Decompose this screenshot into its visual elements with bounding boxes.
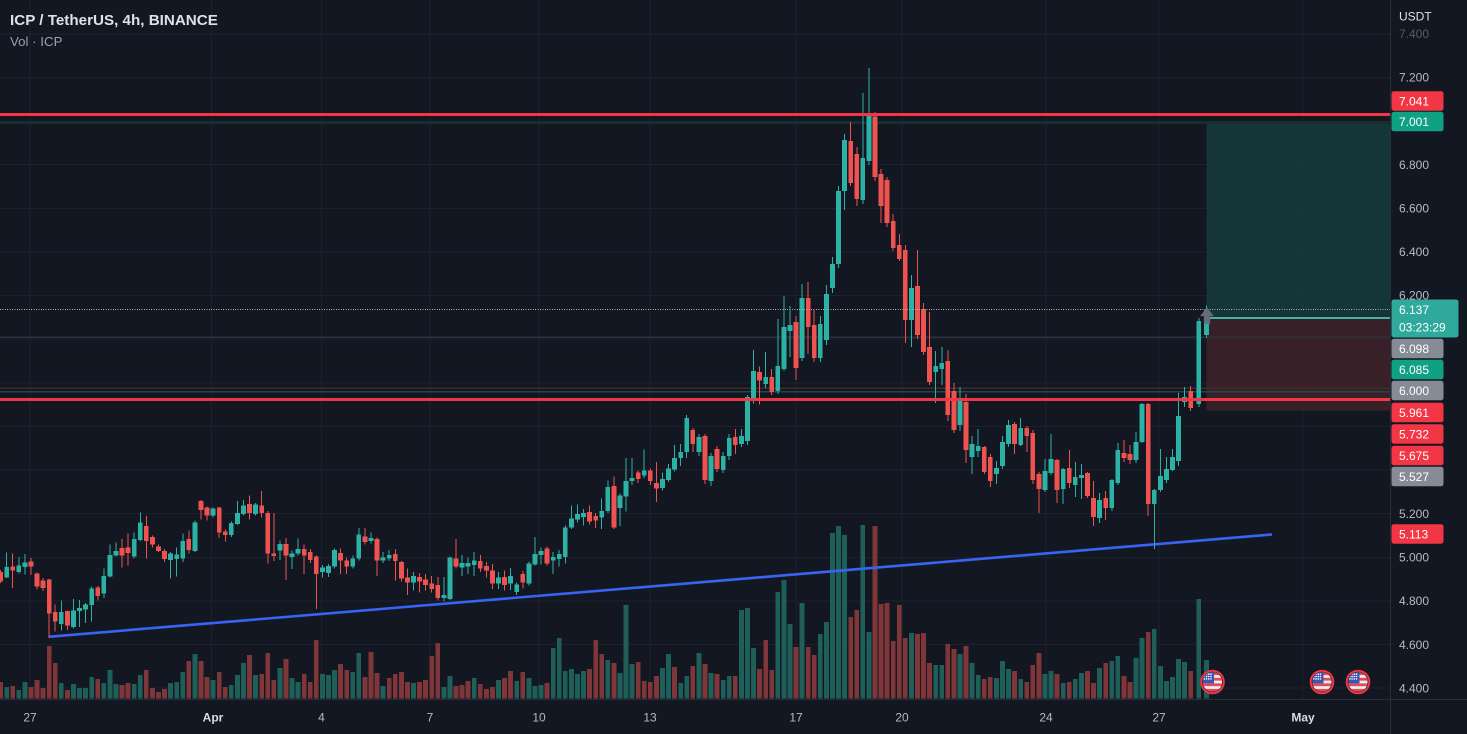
svg-text:17: 17 — [789, 711, 803, 725]
svg-text:6.085: 6.085 — [1399, 363, 1429, 377]
svg-text:5.961: 5.961 — [1399, 406, 1429, 420]
svg-text:4.400: 4.400 — [1399, 681, 1429, 695]
svg-text:6.200: 6.200 — [1399, 289, 1429, 303]
svg-text:Vol · ICP: Vol · ICP — [10, 34, 63, 49]
svg-text:10: 10 — [532, 711, 546, 725]
svg-text:USDT: USDT — [1399, 10, 1432, 24]
svg-text:7.041: 7.041 — [1399, 94, 1429, 108]
svg-text:7.200: 7.200 — [1399, 71, 1429, 85]
svg-text:May: May — [1291, 711, 1315, 725]
svg-text:24: 24 — [1039, 711, 1053, 725]
svg-text:5.527: 5.527 — [1399, 470, 1429, 484]
svg-text:27: 27 — [23, 711, 37, 725]
svg-text:7.001: 7.001 — [1399, 115, 1429, 129]
svg-text:5.675: 5.675 — [1399, 449, 1429, 463]
svg-text:7: 7 — [427, 711, 434, 725]
svg-text:5.200: 5.200 — [1399, 507, 1429, 521]
svg-text:6.600: 6.600 — [1399, 202, 1429, 216]
svg-text:03:23:29: 03:23:29 — [1399, 320, 1446, 334]
svg-text:7.400: 7.400 — [1399, 27, 1429, 41]
svg-text:6.800: 6.800 — [1399, 158, 1429, 172]
svg-text:5.000: 5.000 — [1399, 551, 1429, 565]
svg-text:6.400: 6.400 — [1399, 245, 1429, 259]
svg-text:5.113: 5.113 — [1399, 527, 1428, 541]
svg-text:27: 27 — [1152, 711, 1166, 725]
svg-text:4: 4 — [318, 711, 325, 725]
svg-text:ICP / TetherUS, 4h, BINANCE: ICP / TetherUS, 4h, BINANCE — [10, 12, 218, 29]
svg-text:6.098: 6.098 — [1399, 342, 1429, 356]
svg-text:6.137: 6.137 — [1399, 303, 1429, 317]
svg-text:Apr: Apr — [203, 711, 224, 725]
svg-text:5.732: 5.732 — [1399, 427, 1429, 441]
svg-text:4.800: 4.800 — [1399, 594, 1429, 608]
svg-text:13: 13 — [643, 711, 657, 725]
svg-text:6.000: 6.000 — [1399, 384, 1429, 398]
svg-text:4.600: 4.600 — [1399, 638, 1429, 652]
svg-text:20: 20 — [895, 711, 909, 725]
